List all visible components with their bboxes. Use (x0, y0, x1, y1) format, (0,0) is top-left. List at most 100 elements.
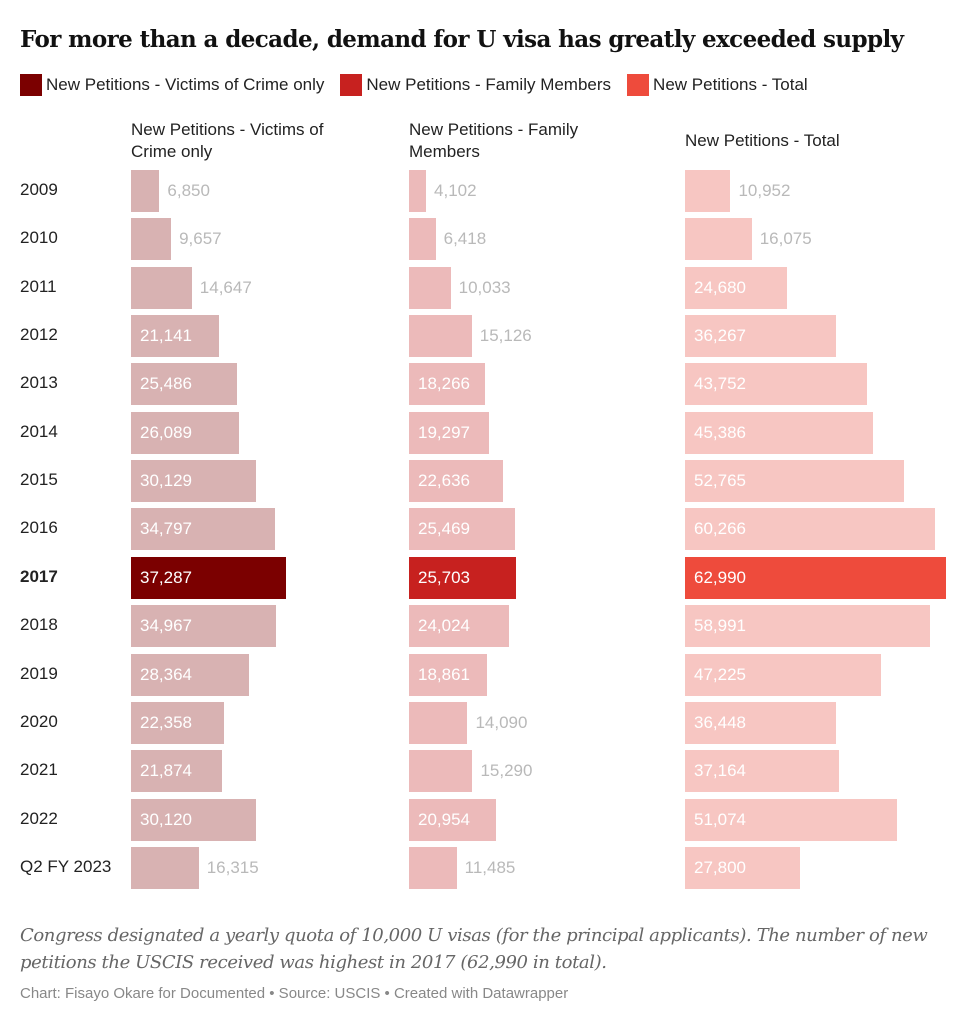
legend-label-victims: New Petitions - Victims of Crime only (46, 75, 325, 94)
value-label-victims: 34,797 (140, 519, 192, 539)
value-label-victims: 16,315 (206, 857, 259, 877)
value-label-total: 60,266 (694, 519, 746, 539)
row-label: 2014 (20, 421, 58, 441)
chart-description: Congress designated a yearly quota of 10… (20, 925, 928, 973)
bar-family (409, 653, 488, 696)
value-label-victims: 37,287 (140, 567, 192, 587)
bar-victims (131, 605, 277, 648)
bar-total (685, 508, 936, 551)
bar-victims (131, 363, 237, 406)
value-label-total: 36,267 (694, 326, 746, 346)
value-label-victims: 34,967 (140, 616, 192, 636)
bar-victims (131, 218, 172, 261)
value-label-total: 43,752 (694, 374, 746, 394)
value-label-total: 52,765 (694, 471, 746, 491)
legend-item-victims: New Petitions - Victims of Crime only (20, 74, 324, 96)
row-label: 2012 (20, 325, 58, 345)
row-label: 2015 (20, 470, 58, 490)
value-label-family: 10,033 (458, 277, 511, 297)
value-label-victims: 28,364 (140, 664, 192, 684)
value-label-total: 62,990 (694, 567, 746, 587)
bar-total (685, 460, 904, 503)
column-header-victims: New Petitions - Victims of Crime only (131, 120, 324, 161)
row-label: 2016 (20, 518, 58, 538)
bar-family (409, 460, 503, 503)
bar-family (409, 605, 509, 648)
column-header-family: New Petitions - Family Members (409, 120, 579, 161)
row-label: 2018 (20, 615, 58, 635)
legend-swatch-total (627, 74, 650, 96)
bar-victims (131, 846, 199, 889)
value-label-victims: 30,129 (140, 471, 192, 491)
value-label-family: 25,469 (418, 519, 470, 539)
bar-total (685, 701, 837, 744)
bar-total (685, 315, 836, 358)
bar-victims (131, 653, 249, 696)
value-label-total: 58,991 (694, 616, 746, 636)
bar-family (409, 750, 473, 793)
bar-victims (131, 411, 240, 454)
bar-total (685, 605, 930, 648)
column-header-total: New Petitions - Total (685, 131, 840, 150)
value-label-victims: 22,358 (140, 712, 192, 732)
value-label-victims: 26,089 (140, 422, 192, 442)
legend-label-total: New Petitions - Total (653, 75, 808, 94)
bar-family (409, 266, 451, 309)
bar-total (685, 750, 840, 793)
bar-victims (131, 315, 219, 358)
bar-total (685, 846, 801, 889)
value-label-total: 36,448 (694, 712, 746, 732)
bar-victims (131, 460, 257, 503)
bar-total (685, 266, 788, 309)
bar-family (409, 411, 490, 454)
bar-family (409, 556, 516, 599)
value-label-family: 14,090 (475, 712, 528, 732)
bar-total (685, 218, 752, 261)
value-label-family: 15,126 (479, 326, 532, 346)
chart-credit: Chart: Fisayo Okare for Documented • Sou… (20, 985, 569, 1002)
value-label-total: 27,800 (694, 857, 746, 877)
bar-victims (131, 798, 256, 841)
bar-victims (131, 750, 222, 793)
bar-family (409, 363, 485, 406)
bar-family (409, 701, 468, 744)
value-label-victims: 6,850 (167, 181, 210, 200)
value-label-victims: 9,657 (179, 229, 222, 249)
bar-total (685, 363, 867, 406)
legend-swatch-victims (20, 74, 42, 96)
bar-total (685, 653, 881, 696)
bar-family (409, 218, 436, 261)
value-label-family: 22,636 (418, 471, 470, 491)
value-label-total: 24,680 (694, 277, 746, 297)
value-label-family: 4,102 (434, 181, 477, 200)
row-label: 2010 (20, 228, 58, 248)
value-label-family: 15,290 (480, 761, 533, 781)
bar-victims (131, 266, 192, 309)
bar-family (409, 846, 457, 889)
bar-total (685, 411, 874, 454)
value-label-family: 19,297 (418, 422, 470, 442)
bar-victims (131, 701, 224, 744)
value-label-family: 6,418 (443, 229, 487, 249)
row-label: 2021 (20, 760, 58, 780)
value-label-family: 18,861 (418, 664, 470, 684)
bar-family (409, 798, 496, 841)
bar-victims (131, 170, 160, 212)
legend: New Petitions - Victims of Crime only Ne… (20, 74, 824, 96)
row-label: 2020 (20, 711, 58, 731)
row-label: Q2 FY 2023 (20, 856, 112, 876)
value-label-family: 25,703 (418, 567, 470, 587)
bar-total (685, 798, 897, 841)
row-label: 2019 (20, 663, 58, 683)
value-label-family: 11,485 (464, 857, 516, 877)
legend-item-total: New Petitions - Total (627, 74, 808, 96)
value-label-victims: 21,874 (140, 761, 192, 781)
value-label-total: 10,952 (738, 181, 791, 200)
bar-victims (131, 556, 286, 599)
chart-title: For more than a decade, demand for U vis… (20, 26, 904, 53)
value-label-total: 37,164 (694, 761, 746, 781)
bar-family (409, 508, 515, 551)
legend-item-family: New Petitions - Family Members (340, 74, 611, 96)
row-label: 2011 (20, 276, 57, 296)
value-label-total: 47,225 (694, 664, 746, 684)
